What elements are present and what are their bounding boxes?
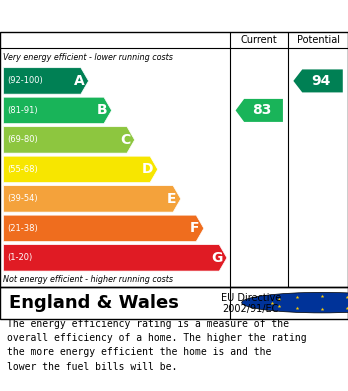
Text: 2002/91/EC: 2002/91/EC: [223, 304, 279, 314]
Text: (55-68): (55-68): [8, 165, 38, 174]
Polygon shape: [3, 186, 181, 212]
Polygon shape: [3, 245, 227, 271]
Text: (1-20): (1-20): [8, 253, 33, 262]
Text: 83: 83: [252, 103, 271, 117]
Text: (92-100): (92-100): [8, 76, 44, 85]
Text: EU Directive: EU Directive: [221, 293, 281, 303]
Text: (81-91): (81-91): [8, 106, 38, 115]
Text: Energy Efficiency Rating: Energy Efficiency Rating: [9, 10, 230, 25]
Text: England & Wales: England & Wales: [9, 294, 179, 312]
Text: Not energy efficient - higher running costs: Not energy efficient - higher running co…: [3, 275, 174, 284]
Polygon shape: [3, 97, 112, 124]
Text: C: C: [120, 133, 130, 147]
Polygon shape: [3, 127, 135, 153]
Text: (39-54): (39-54): [8, 194, 38, 203]
Text: Potential: Potential: [296, 35, 340, 45]
Text: (21-38): (21-38): [8, 224, 38, 233]
Text: E: E: [167, 192, 176, 206]
Text: Current: Current: [241, 35, 278, 45]
Polygon shape: [3, 215, 204, 242]
Text: (69-80): (69-80): [8, 135, 38, 144]
Text: The energy efficiency rating is a measure of the
overall efficiency of a home. T: The energy efficiency rating is a measur…: [7, 319, 307, 372]
Text: 94: 94: [311, 74, 331, 88]
Text: G: G: [211, 251, 223, 265]
Text: F: F: [190, 221, 200, 235]
Polygon shape: [3, 156, 158, 183]
Polygon shape: [293, 70, 343, 92]
Text: D: D: [142, 162, 153, 176]
Text: B: B: [97, 103, 108, 117]
Polygon shape: [3, 68, 88, 94]
Polygon shape: [236, 99, 283, 122]
Text: A: A: [73, 74, 84, 88]
Ellipse shape: [242, 292, 348, 313]
Text: Very energy efficient - lower running costs: Very energy efficient - lower running co…: [3, 52, 173, 61]
